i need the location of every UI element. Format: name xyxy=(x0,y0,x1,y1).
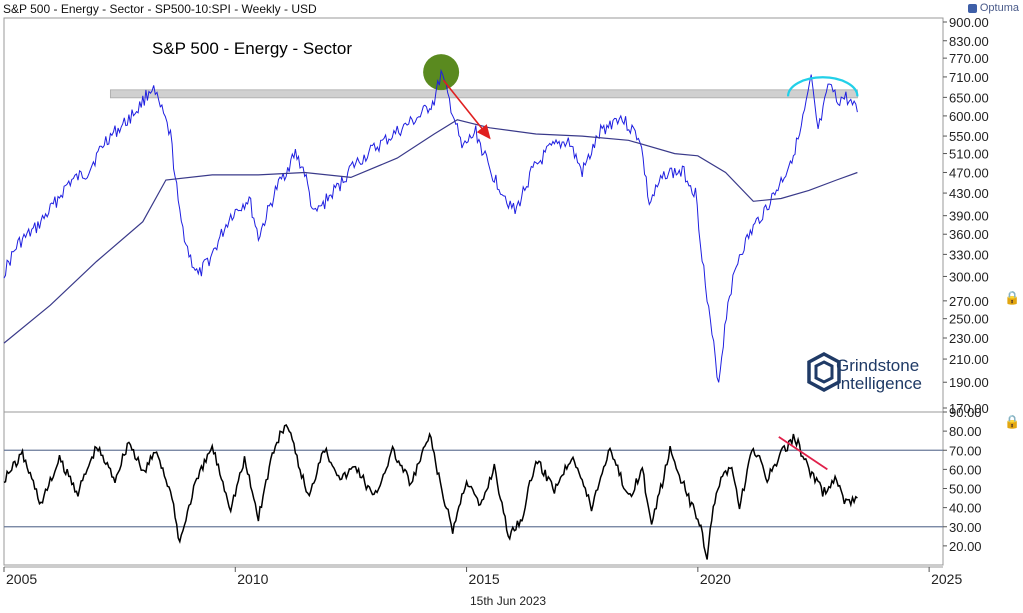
price-y-tick-label: 550.00 xyxy=(949,129,989,144)
x-axis: 2005 2010 2015 2020 2025 xyxy=(3,566,962,587)
rsi-panel-border xyxy=(3,411,944,566)
price-y-tick-label: 650.00 xyxy=(949,90,989,105)
rsi-y-axis: 90.00 80.00 70.00 60.00 50.00 40.00 30.00 20.00 xyxy=(943,405,982,554)
chart-title: S&P 500 - Energy - Sector xyxy=(152,39,352,58)
rsi-y-tick-label: 80.00 xyxy=(949,424,982,439)
price-panel-border xyxy=(3,17,944,413)
rsi-y-tick-label: 40.00 xyxy=(949,501,982,516)
x-tick-label: 2005 xyxy=(6,571,37,587)
price-y-tick-label: 330.00 xyxy=(949,247,989,262)
grindstone-logo-icon xyxy=(807,352,841,392)
rounded-top-arc xyxy=(786,76,859,97)
price-series-line xyxy=(3,68,858,383)
x-tick-label: 2015 xyxy=(469,571,500,587)
x-tick-label: 2025 xyxy=(931,571,962,587)
rsi-y-tick-label: 20.00 xyxy=(949,539,982,554)
rsi-lock-icon[interactable]: 🔒 xyxy=(1004,414,1021,429)
price-y-tick-label: 250.00 xyxy=(949,312,989,327)
x-tick-label: 2020 xyxy=(700,571,731,587)
optuma-logo-icon xyxy=(967,3,977,13)
rsi-series-line xyxy=(3,424,858,560)
chart-date: 15th Jun 2023 xyxy=(470,594,547,608)
brand-logo: Optuma xyxy=(967,2,1019,14)
series-layer xyxy=(3,68,858,560)
price-y-tick-label: 710.00 xyxy=(949,70,989,85)
price-y-tick-label: 770.00 xyxy=(949,51,989,66)
rsi-y-tick-label: 70.00 xyxy=(949,443,982,458)
watermark-line2: Intelligence xyxy=(836,374,923,393)
price-y-tick-label: 190.00 xyxy=(949,375,989,390)
chart-header: S&P 500 - Energy - Sector - SP500-10:SPI… xyxy=(3,2,317,16)
price-y-tick-label: 270.00 xyxy=(949,294,989,309)
rsi-y-tick-label: 50.00 xyxy=(949,482,982,497)
downtrend-arrow xyxy=(442,79,491,140)
price-y-tick-label: 900.00 xyxy=(949,15,989,30)
rsi-y-tick-label: 30.00 xyxy=(949,520,982,535)
price-y-tick-label: 600.00 xyxy=(949,109,989,124)
resistance-band xyxy=(109,89,858,99)
price-y-tick-label: 230.00 xyxy=(949,331,989,346)
grindstone-watermark: Grindstone Intelligence xyxy=(806,352,946,400)
price-y-tick-label: 510.00 xyxy=(949,147,989,162)
price-y-tick-label: 300.00 xyxy=(949,269,989,284)
x-tick-label: 2010 xyxy=(237,571,268,587)
price-y-tick-label: 360.00 xyxy=(949,227,989,242)
price-y-tick-label: 390.00 xyxy=(949,209,989,224)
brand-name: Optuma xyxy=(979,2,1019,14)
price-y-tick-label: 210.00 xyxy=(949,352,989,367)
watermark-line1: Grindstone xyxy=(836,356,920,375)
price-y-tick-label: 830.00 xyxy=(949,34,989,49)
moving-average-line xyxy=(3,119,858,344)
annotation-layer-back xyxy=(109,54,858,99)
rsi-y-tick-label: 90.00 xyxy=(949,405,982,420)
price-y-axis: 900.00 830.00 770.00 710.00 650.00 600.00 550.… xyxy=(943,15,989,416)
annotation-layer-front xyxy=(442,76,859,471)
rsi-y-tick-label: 60.00 xyxy=(949,462,982,477)
price-lock-icon[interactable]: 🔒 xyxy=(1004,290,1021,305)
price-y-tick-label: 430.00 xyxy=(949,186,989,201)
rsi-divergence-line xyxy=(778,436,828,471)
price-y-tick-label: 470.00 xyxy=(949,165,989,180)
price-panel-grid xyxy=(3,17,944,413)
rsi-panel-grid xyxy=(3,411,944,566)
price-y-tick-label: 170.00 xyxy=(949,401,989,416)
